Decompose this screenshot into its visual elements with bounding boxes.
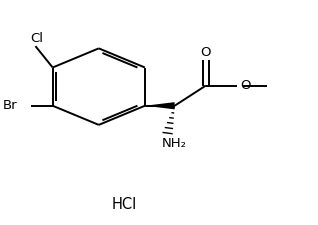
Text: O: O <box>201 46 211 59</box>
Text: Br: Br <box>3 99 17 112</box>
Polygon shape <box>145 102 175 109</box>
Text: HCl: HCl <box>111 197 136 212</box>
Text: Cl: Cl <box>31 32 44 45</box>
Text: NH₂: NH₂ <box>162 137 187 150</box>
Text: O: O <box>240 79 250 92</box>
